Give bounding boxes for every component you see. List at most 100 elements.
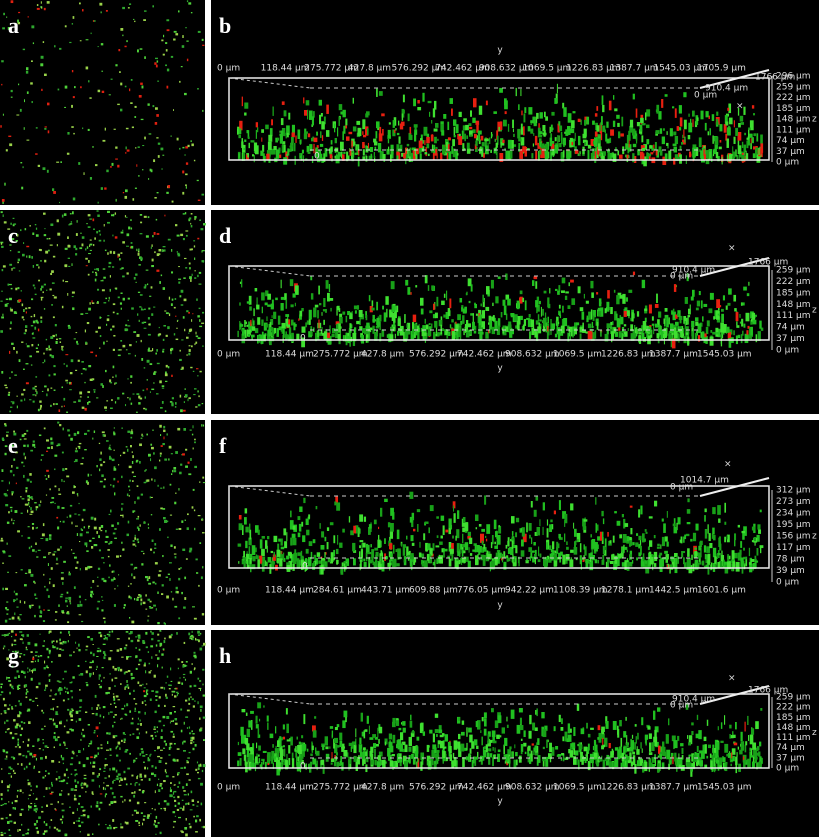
speckle: [73, 460, 76, 463]
biofilm: [424, 318, 426, 324]
speckle: [97, 89, 101, 93]
speckle: [59, 818, 63, 821]
speckle: [114, 537, 117, 539]
speckle: [164, 373, 168, 377]
speckle: [52, 316, 55, 319]
biofilm: [649, 325, 652, 328]
speckle: [35, 234, 39, 237]
biofilm: [717, 156, 720, 162]
biofilm: [338, 308, 341, 312]
speckle: [18, 753, 22, 756]
speckle: [78, 718, 82, 721]
speckle: [92, 793, 94, 795]
biofilm: [610, 322, 613, 325]
biofilm: [461, 307, 463, 312]
biofilm: [479, 557, 481, 561]
speckle: [143, 367, 146, 369]
biofilm: [378, 526, 380, 530]
biofilm: [327, 292, 330, 302]
biofilm: [511, 537, 514, 541]
speckle: [78, 595, 81, 598]
biofilm: [674, 108, 677, 118]
speckle: [13, 520, 15, 522]
biofilm: [472, 117, 476, 123]
speckle: [133, 277, 136, 280]
speckle: [125, 152, 127, 154]
biofilm: [590, 280, 594, 289]
biofilm: [346, 136, 350, 141]
speckle: [0, 793, 3, 796]
biofilm: [454, 322, 456, 332]
speckle: [33, 765, 35, 769]
biofilm: [377, 563, 381, 568]
speckle: [30, 545, 33, 548]
speckle: [21, 393, 24, 396]
speckle: [169, 401, 173, 403]
biofilm: [641, 135, 644, 143]
biofilm: [496, 325, 500, 335]
biofilm: [269, 322, 272, 328]
biofilm: [413, 124, 418, 128]
speckle: [66, 382, 69, 384]
biofilm: [412, 314, 417, 322]
biofilm: [610, 321, 613, 330]
biofilm: [437, 332, 440, 337]
speckle: [78, 817, 81, 820]
speckle: [85, 39, 89, 41]
biofilm: [396, 151, 400, 156]
speckle: [119, 302, 123, 305]
biofilm: [245, 540, 248, 549]
speckle: [2, 214, 4, 217]
biofilm: [363, 558, 366, 562]
biofilm: [618, 326, 621, 331]
speckle: [197, 677, 200, 680]
speckle: [202, 668, 205, 671]
biofilm: [669, 128, 673, 137]
speckle: [31, 344, 34, 347]
speckle: [39, 407, 42, 410]
speckle: [112, 311, 115, 314]
speckle: [39, 610, 42, 614]
biofilm: [252, 320, 255, 326]
biofilm: [554, 333, 558, 338]
speckle: [51, 270, 54, 273]
speckle: [5, 607, 8, 610]
speckle: [44, 585, 46, 588]
speckle: [14, 705, 17, 707]
biofilm: [542, 324, 546, 332]
biofilm: [306, 145, 310, 153]
biofilm: [507, 139, 512, 149]
biofilm: [520, 550, 525, 557]
speckle: [116, 775, 119, 777]
biofilm: [641, 153, 645, 161]
speckle: [10, 444, 14, 448]
speckle: [190, 12, 193, 14]
biofilm: [673, 325, 677, 335]
speckle: [181, 339, 184, 341]
biofilm: [594, 330, 597, 339]
speckle: [42, 742, 45, 744]
speckle: [2, 562, 5, 564]
speckle: [127, 7, 130, 9]
biofilm: [241, 559, 246, 565]
biofilm: [352, 333, 357, 342]
speckle: [89, 378, 93, 381]
biofilm: [716, 332, 720, 335]
biofilm: [470, 110, 473, 117]
biofilm: [379, 151, 383, 160]
speckle: [13, 458, 16, 461]
biofilm: [459, 298, 463, 303]
speckle: [104, 620, 106, 624]
speckle: [70, 719, 74, 721]
speckle: [57, 548, 60, 551]
speckle: [101, 599, 104, 601]
speckle: [99, 347, 101, 349]
speckle: [19, 655, 21, 658]
biofilm: [458, 328, 461, 336]
speckle: [140, 339, 142, 343]
speckle: [40, 316, 43, 319]
speckle: [34, 320, 37, 322]
speckle: [195, 406, 198, 408]
speckle: [117, 745, 119, 747]
speckle: [134, 20, 136, 23]
